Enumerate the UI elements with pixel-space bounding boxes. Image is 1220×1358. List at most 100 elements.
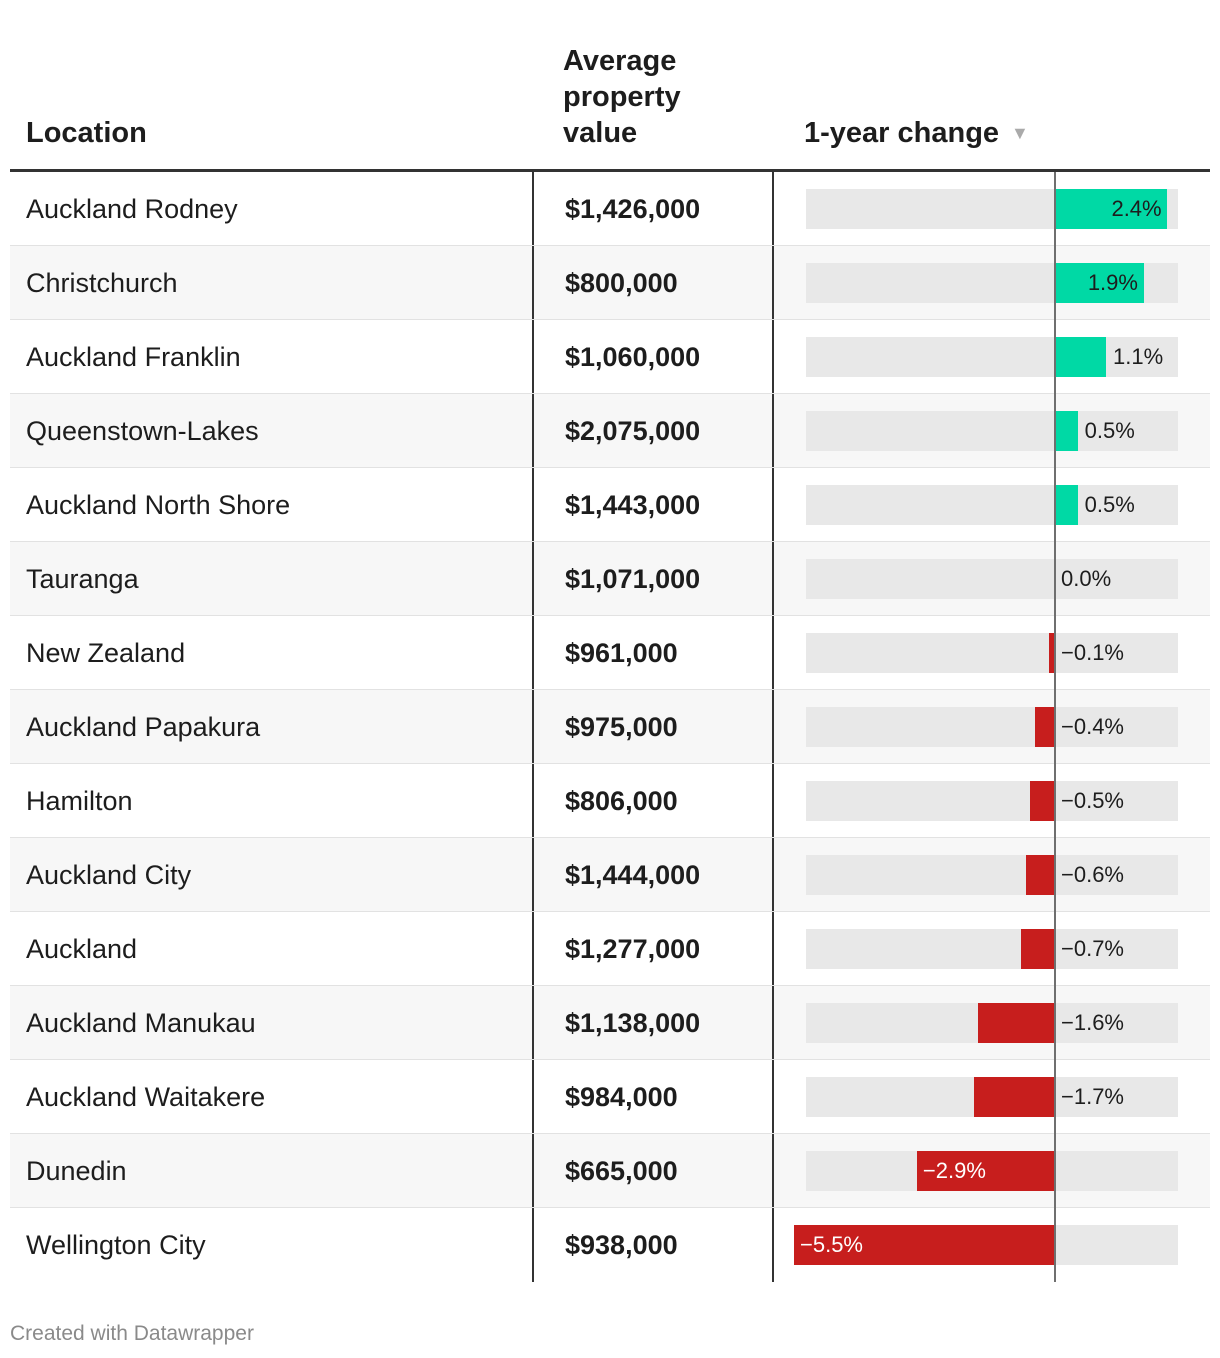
table-row: Wellington City $938,000 −5.5%: [10, 1208, 1210, 1282]
header-average-property-value[interactable]: Average property value: [563, 43, 763, 151]
location-cell: Auckland Manukau: [26, 1008, 256, 1038]
property-value-cell: $1,071,000: [565, 564, 701, 594]
header-location[interactable]: Location: [26, 117, 147, 149]
change-bar: [1054, 485, 1078, 525]
property-value-cell: $665,000: [565, 1156, 678, 1186]
table-row: Christchurch $800,000 1.9%: [10, 246, 1210, 320]
change-bar: [1054, 263, 1144, 303]
table-row: Auckland $1,277,000 −0.7%: [10, 912, 1210, 986]
column-divider: [772, 246, 774, 319]
change-label: −2.9%: [922, 1158, 986, 1183]
property-value-cell: $1,443,000: [565, 490, 701, 520]
change-bar: [1054, 337, 1106, 377]
table-row: Dunedin $665,000 −2.9%: [10, 1134, 1210, 1208]
property-value-cell: $806,000: [565, 786, 678, 816]
column-divider: [532, 172, 534, 245]
table-row: Auckland City $1,444,000 −0.6%: [10, 838, 1210, 912]
change-label: 1.1%: [1113, 344, 1164, 369]
column-divider: [532, 1208, 534, 1282]
column-divider: [772, 764, 774, 837]
column-divider: [532, 986, 534, 1059]
column-divider: [772, 320, 774, 393]
change-bar: [794, 1225, 1054, 1265]
change-bar: [973, 1077, 1054, 1117]
zero-baseline: [1054, 172, 1056, 1282]
bar-track: [806, 633, 1178, 673]
column-divider: [532, 542, 534, 615]
column-divider: [772, 1208, 774, 1282]
bar-track: [806, 411, 1178, 451]
column-divider: [772, 542, 774, 615]
location-cell: Auckland North Shore: [26, 490, 291, 520]
column-divider: [532, 838, 534, 911]
data-table: Location Average property value 1-year c…: [10, 0, 1210, 1282]
property-value-cell: $1,277,000: [565, 934, 701, 964]
column-divider: [532, 1134, 534, 1207]
bar-track: [806, 707, 1178, 747]
change-label: 2.4%: [1111, 196, 1162, 221]
change-label: −0.5%: [1061, 788, 1124, 813]
table-row: Auckland Franklin $1,060,000 1.1%: [10, 320, 1210, 394]
location-cell: Hamilton: [26, 786, 133, 816]
change-label: −0.6%: [1061, 862, 1124, 887]
column-divider: [772, 986, 774, 1059]
location-cell: Auckland: [26, 934, 138, 964]
bar-track: [806, 337, 1178, 377]
change-label: 0.5%: [1084, 492, 1135, 517]
table-row: New Zealand $961,000 −0.1%: [10, 616, 1210, 690]
header-1-year-change[interactable]: 1-year change ▼: [804, 115, 1029, 151]
change-label: −0.1%: [1061, 640, 1124, 665]
change-bar: [916, 1151, 1054, 1191]
table-row: Auckland Manukau $1,138,000 −1.6%: [10, 986, 1210, 1060]
column-divider: [532, 616, 534, 689]
change-label: 0.0%: [1061, 566, 1112, 591]
location-cell: Auckland Papakura: [26, 712, 261, 742]
location-cell: Auckland Waitakere: [26, 1082, 266, 1112]
change-bar: [1025, 855, 1054, 895]
column-divider: [772, 690, 774, 763]
column-divider: [532, 246, 534, 319]
change-label: −1.7%: [1061, 1084, 1124, 1109]
table-row: Auckland Waitakere $984,000 −1.7%: [10, 1060, 1210, 1134]
column-divider: [772, 838, 774, 911]
property-value-cell: $1,426,000: [565, 194, 701, 224]
property-value-cell: $961,000: [565, 638, 678, 668]
table-body: Auckland Rodney $1,426,000 2.4% Christchurc…: [10, 172, 1210, 1282]
table-header: Location Average property value 1-year c…: [10, 0, 1210, 172]
column-divider: [772, 616, 774, 689]
bar-track: [806, 929, 1178, 969]
change-bar: [1020, 929, 1054, 969]
column-divider: [772, 468, 774, 541]
column-divider: [772, 1134, 774, 1207]
table-row: Auckland Rodney $1,426,000 2.4%: [10, 172, 1210, 246]
change-label: −5.5%: [800, 1232, 863, 1257]
change-label: 1.9%: [1087, 270, 1138, 295]
location-cell: Christchurch: [26, 268, 178, 298]
bar-track: [806, 485, 1178, 525]
change-bar: [1049, 633, 1054, 673]
column-divider: [532, 912, 534, 985]
footer-credit[interactable]: Created with Datawrapper: [10, 1322, 254, 1345]
bar-track: [806, 559, 1178, 599]
header-value-line: property: [563, 81, 681, 113]
location-cell: Queenstown-Lakes: [26, 416, 259, 446]
column-divider: [532, 394, 534, 467]
header-change-label: 1-year change: [804, 117, 1000, 149]
sort-descending-icon[interactable]: ▼: [1011, 123, 1029, 143]
property-value-cell: $1,060,000: [565, 342, 701, 372]
location-cell: New Zealand: [26, 638, 186, 668]
bar-track: [806, 781, 1178, 821]
location-cell: Auckland Franklin: [26, 342, 241, 372]
property-value-cell: $984,000: [565, 1082, 678, 1112]
column-divider: [772, 172, 774, 245]
location-cell: Auckland Rodney: [26, 194, 238, 224]
change-bar: [1054, 189, 1168, 229]
change-label: −1.6%: [1061, 1010, 1124, 1035]
change-bar: [978, 1003, 1054, 1043]
column-divider: [772, 1060, 774, 1133]
column-divider: [532, 320, 534, 393]
bar-track: [806, 855, 1178, 895]
change-bar: [1035, 707, 1054, 747]
change-bar: [1054, 411, 1078, 451]
property-value-cell: $1,138,000: [565, 1008, 701, 1038]
